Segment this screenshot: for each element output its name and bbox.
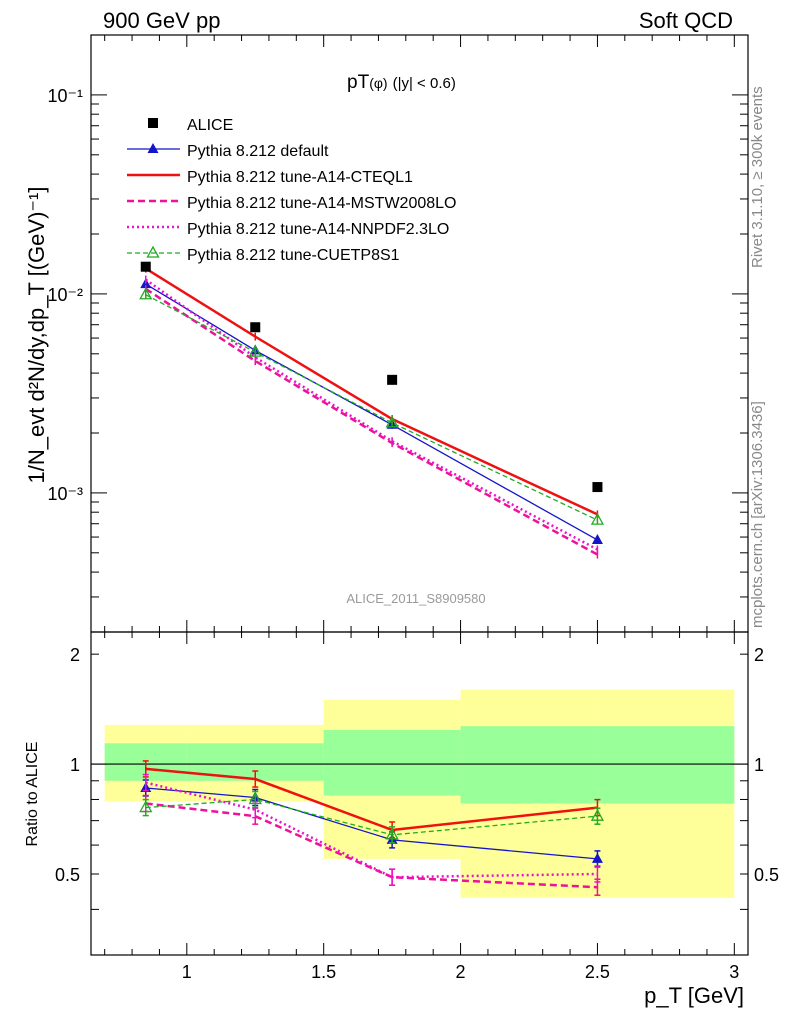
legend-entry: Pythia 8.212 tune-A14-MSTW2008LO [127,195,456,212]
main-panel [139,261,605,559]
header-right: Soft QCD [639,8,733,33]
ratio-line-default [145,787,598,860]
header-left: 900 GeV pp [103,8,220,33]
ratio-series-nnpdf [142,773,601,886]
ratio-point [591,852,603,863]
ylabel-bottom: Ratio to ALICE [24,742,41,847]
legend-label: ALICE [187,117,233,134]
data-point [387,374,398,385]
legend-label: Pythia 8.212 tune-CUETP8S1 [187,247,400,264]
mc-line-cteql1 [145,267,598,516]
x-tick-label: 1.5 [311,962,336,982]
data-point [140,261,151,272]
data-point [592,482,603,493]
axes: 1 1.5 2 2.5 3 10⁻³ 10⁻² 10⁻¹ 0.5 0.5 1 1 2 2 [47,34,779,982]
ratio-frame [90,631,749,956]
ratio-line-cteql1 [145,767,598,832]
plot-title-cut: (|y| < 0.6) [393,75,456,92]
ratio-y-tick-label-left: 0.5 [55,865,80,885]
legend-entry: Pythia 8.212 tune-CUETP8S1 [127,245,400,264]
legend-marker [146,245,160,258]
mc-line-nnpdf [145,278,599,551]
ratio-line-mstw [145,802,598,889]
ylabel-top: 1/N_evt d²N/dy,dp_T [(GeV)⁻¹] [24,187,49,484]
ratio-point [139,800,153,813]
plot-title-main: pT [347,72,370,93]
mc-point [385,415,399,428]
legend-entry: Pythia 8.212 default [127,143,329,160]
ratio-line-nnpdf [145,781,598,879]
legend-entry: Pythia 8.212 tune-A14-NNPDF2.3LO [127,221,449,238]
ratio-point [248,792,262,805]
ratio-y-tick-label-right: 1 [754,755,764,775]
ratio-y-tick-label-left: 1 [70,755,80,775]
mc-line-mstw [145,287,599,556]
mc-point [590,512,605,525]
xlabel: p_T [GeV] [644,983,744,1008]
x-tick-label: 3 [729,962,739,982]
legend-entry: Pythia 8.212 tune-A14-CTEQL1 [127,169,413,186]
y-tick-label: 10⁻³ [47,484,83,504]
rivet-label: Rivet 3.1.10, ≥ 300k events [749,86,766,268]
mc-series-cteql1 [145,264,599,519]
mc-series-cuetp8s1 [139,287,605,525]
legend-label: Pythia 8.212 tune-A14-MSTW2008LO [187,195,456,212]
data-point [250,322,261,333]
mc-point [248,344,262,357]
mc-line-default [145,283,598,541]
ratio-panel [91,689,748,898]
legend-entry: ALICE [148,117,233,134]
mc-point [139,287,153,300]
ratio-point [590,808,605,821]
uncertainty-band-inner [323,729,461,796]
ratio-point [385,827,399,840]
ratio-series-cuetp8s1 [139,790,605,844]
uncertainty-band-inner [460,726,598,804]
legend: ALICE Pythia 8.212 default Pythia 8.212 tu… [127,117,456,264]
legend-label: Pythia 8.212 tune-A14-NNPDF2.3LO [187,221,449,238]
legend-marker [147,143,159,153]
mcplots-label: mcplots.cern.ch [arXiv:1306.3436] [749,401,766,628]
mc-point [591,533,603,544]
x-tick-label: 2 [456,962,466,982]
x-tick-label: 1 [182,962,192,982]
plot-title-sub: (φ) [369,75,387,91]
uncertainty-band-inner [597,726,735,804]
ratio-line-cuetp8s1 [145,798,598,836]
legend-label: Pythia 8.212 tune-A14-CTEQL1 [187,169,413,186]
y-tick-label: 10⁻² [47,285,83,305]
analysis-id: ALICE_2011_S8909580 [346,591,485,606]
data-series-alice [140,261,603,493]
legend-marker [148,118,158,128]
mc-series-mstw [145,284,599,559]
y-tick-label: 10⁻¹ [47,86,83,106]
legend-label: Pythia 8.212 default [187,143,329,160]
x-tick-label: 2.5 [585,962,610,982]
mc-series-nnpdf [145,275,599,554]
plot-title: pT(φ) (|y| < 0.6) [347,72,456,93]
mc-series-default [140,278,603,544]
ratio-y-tick-label-right: 2 [754,645,764,665]
ratio-y-tick-label-right: 0.5 [754,865,779,885]
mc-line-cuetp8s1 [145,294,598,521]
ratio-y-tick-label-left: 2 [70,645,80,665]
